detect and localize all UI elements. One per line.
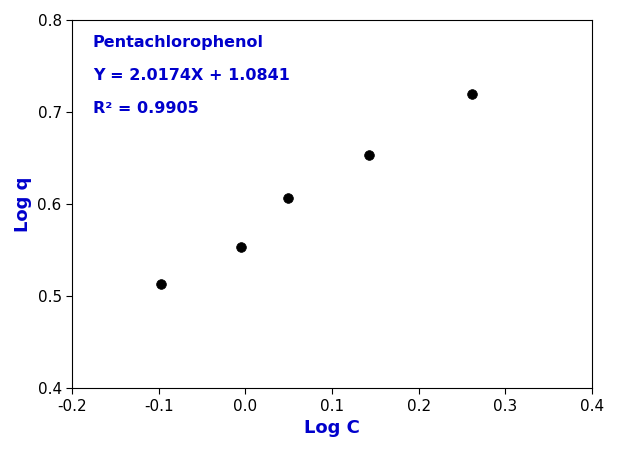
X-axis label: Log C: Log C xyxy=(304,419,360,437)
Text: R² = 0.9905: R² = 0.9905 xyxy=(93,101,198,116)
Point xyxy=(468,90,478,97)
Point xyxy=(156,281,166,288)
Text: Y = 2.0174X + 1.0841: Y = 2.0174X + 1.0841 xyxy=(93,68,290,83)
Text: Pentachlorophenol: Pentachlorophenol xyxy=(93,35,264,50)
Point xyxy=(283,195,293,202)
Y-axis label: Log q: Log q xyxy=(14,176,32,232)
Point xyxy=(365,152,375,159)
Point xyxy=(236,244,246,251)
